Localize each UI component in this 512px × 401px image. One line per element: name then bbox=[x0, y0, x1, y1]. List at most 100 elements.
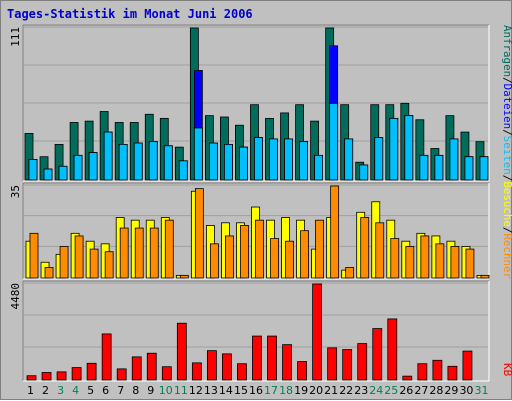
bar-rechner-day-4 bbox=[74, 235, 84, 279]
bar-seiten-day-7 bbox=[118, 143, 128, 181]
bar-seiten-day-17 bbox=[269, 138, 278, 181]
legend-entry: Anfragen bbox=[501, 25, 512, 77]
bar-rechner-day-5 bbox=[89, 248, 99, 279]
bar-rechner-day-27 bbox=[420, 235, 430, 279]
bar-kb-day-18 bbox=[282, 344, 292, 381]
bar-rechner-day-2 bbox=[44, 267, 54, 279]
bar-rechner-day-31 bbox=[480, 274, 490, 279]
x-tick-label-day-5: 5 bbox=[87, 384, 94, 397]
x-tick-label-day-25: 25 bbox=[384, 384, 398, 397]
x-tick-label-day-7: 7 bbox=[117, 384, 124, 397]
bar-kb-day-23 bbox=[357, 343, 368, 381]
bar-seiten-day-18 bbox=[284, 138, 293, 181]
x-tick-label-day-8: 8 bbox=[132, 384, 139, 397]
legend-entry: / bbox=[501, 129, 512, 136]
bar-seiten-day-16 bbox=[254, 137, 263, 181]
bar-seiten-day-2 bbox=[43, 168, 53, 181]
bar-seiten-day-1 bbox=[28, 159, 38, 181]
x-tick-label-day-1: 1 bbox=[27, 384, 34, 397]
bar-rechner-day-23 bbox=[360, 217, 370, 279]
bar-kb-day-10 bbox=[161, 366, 172, 381]
bar-seiten-day-19 bbox=[299, 141, 308, 181]
x-tick-label-day-18: 18 bbox=[279, 384, 293, 397]
bar-kb-day-11 bbox=[176, 322, 187, 381]
x-tick-label-day-27: 27 bbox=[414, 384, 428, 397]
bar-kb-day-24 bbox=[372, 328, 383, 381]
bar-seiten-day-27 bbox=[419, 154, 429, 181]
bar-kb-day-28 bbox=[432, 359, 443, 381]
x-tick-label-day-30: 30 bbox=[459, 384, 473, 397]
bar-rechner-day-8 bbox=[134, 227, 144, 279]
legend-entry: Besuche bbox=[501, 181, 512, 227]
x-tick-label-day-21: 21 bbox=[324, 384, 338, 397]
bar-seiten-day-5 bbox=[88, 152, 98, 181]
bar-seiten-day-28 bbox=[434, 154, 444, 181]
bar-kb-day-9 bbox=[146, 352, 157, 381]
bar-rechner-day-29 bbox=[450, 246, 460, 279]
bar-kb-day-27 bbox=[417, 363, 428, 381]
bar-rechner-day-6 bbox=[104, 251, 114, 279]
bar-seiten-day-21 bbox=[329, 102, 339, 181]
bar-rechner-day-21 bbox=[330, 185, 340, 279]
panel-2-ymax-label: 35 bbox=[9, 185, 22, 198]
bar-rechner-day-14 bbox=[225, 235, 234, 279]
legend-entry: / bbox=[501, 227, 512, 234]
bar-kb-day-20 bbox=[312, 283, 323, 381]
bar-seiten-day-26 bbox=[404, 115, 414, 181]
bar-rechner-day-30 bbox=[465, 248, 475, 279]
bar-seiten-day-14 bbox=[224, 143, 233, 181]
bar-rechner-day-28 bbox=[435, 243, 445, 279]
bar-seiten-day-29 bbox=[449, 138, 459, 181]
bar-kb-day-3 bbox=[56, 371, 67, 381]
x-tick-label-day-19: 19 bbox=[294, 384, 308, 397]
bar-rechner-day-16 bbox=[255, 219, 264, 279]
x-tick-label-day-9: 9 bbox=[147, 384, 154, 397]
legend-entry: Rechner bbox=[501, 233, 512, 279]
bar-kb-day-7 bbox=[116, 368, 127, 381]
bar-kb-day-2 bbox=[41, 372, 52, 381]
bar-kb-day-8 bbox=[131, 356, 142, 381]
x-tick-label-day-10: 10 bbox=[159, 384, 173, 397]
x-tick-label-day-26: 26 bbox=[399, 384, 413, 397]
bar-kb-day-14 bbox=[222, 353, 232, 381]
x-tick-label-day-15: 15 bbox=[234, 384, 248, 397]
x-tick-label-day-11: 11 bbox=[174, 384, 188, 397]
bar-kb-day-1 bbox=[26, 375, 37, 381]
bar-kb-day-16 bbox=[252, 335, 262, 381]
bar-rechner-day-22 bbox=[345, 267, 355, 279]
x-tick-label-day-14: 14 bbox=[219, 384, 233, 397]
panel-1-ymax-label: 111 bbox=[9, 27, 22, 47]
bar-rechner-day-12 bbox=[194, 188, 204, 279]
x-tick-label-day-16: 16 bbox=[249, 384, 263, 397]
bar-rechner-day-24 bbox=[375, 222, 385, 279]
bar-kb-day-6 bbox=[101, 333, 112, 381]
legend-entry: / bbox=[501, 77, 512, 84]
legend-entry: Seiten bbox=[501, 136, 512, 175]
bar-seiten-day-11 bbox=[178, 160, 188, 181]
bar-seiten-day-12 bbox=[193, 127, 203, 181]
bar-rechner-day-15 bbox=[240, 225, 249, 279]
bar-kb-day-12 bbox=[191, 362, 202, 381]
bar-seiten-day-31 bbox=[479, 156, 489, 181]
x-tick-label-day-28: 28 bbox=[429, 384, 443, 397]
bar-seiten-day-20 bbox=[314, 154, 324, 181]
bar-kb-day-4 bbox=[71, 367, 82, 381]
bar-rechner-day-13 bbox=[209, 243, 219, 279]
bar-kb-day-17 bbox=[267, 335, 277, 381]
bar-seiten-day-15 bbox=[239, 146, 248, 181]
x-tick-label-day-22: 22 bbox=[339, 384, 353, 397]
bar-rechner-day-9 bbox=[149, 227, 159, 279]
bar-kb-day-13 bbox=[206, 350, 217, 381]
bar-rechner-day-18 bbox=[285, 240, 294, 279]
bar-kb-day-30 bbox=[462, 350, 473, 381]
bar-rechner-day-17 bbox=[270, 238, 279, 279]
bar-kb-day-25 bbox=[387, 318, 398, 381]
x-tick-label-day-24: 24 bbox=[369, 384, 383, 397]
bar-seiten-day-13 bbox=[208, 142, 218, 181]
bar-seiten-day-23 bbox=[359, 164, 369, 181]
chart-title: Tages-Statistik im Monat Juni 2006 bbox=[7, 7, 253, 21]
bar-rechner-day-26 bbox=[405, 246, 415, 279]
bar-kb-day-5 bbox=[86, 362, 97, 381]
x-tick-label-day-20: 20 bbox=[309, 384, 323, 397]
bar-kb-day-26 bbox=[402, 375, 413, 381]
